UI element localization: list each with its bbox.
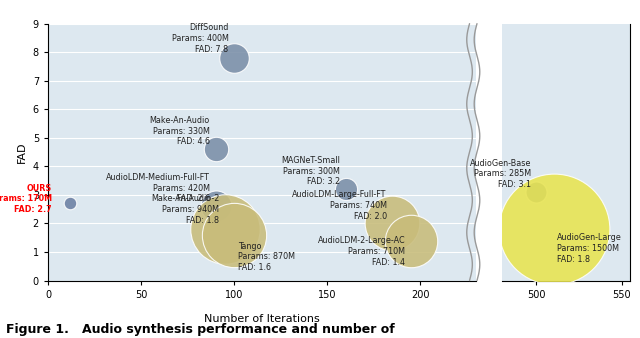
Text: AudioLDM-Large-Full-FT: AudioLDM-Large-Full-FT (292, 190, 387, 199)
Text: Params: 170M: Params: 170M (0, 194, 52, 203)
Text: Params: 870M: Params: 870M (238, 252, 295, 261)
Text: FAD: 3.2: FAD: 3.2 (307, 177, 340, 186)
Text: FAD: 4.6: FAD: 4.6 (177, 137, 210, 146)
Text: FAD: 1.4: FAD: 1.4 (372, 258, 405, 267)
Point (406, 238, 416, 243)
Text: FAD: 3.1: FAD: 3.1 (499, 180, 531, 189)
Y-axis label: FAD: FAD (17, 141, 27, 163)
Text: OURS: OURS (26, 184, 52, 193)
Text: AudioGen-Large: AudioGen-Large (557, 233, 621, 242)
Text: FAD: 2.6: FAD: 2.6 (177, 194, 210, 203)
Text: Params: 940M: Params: 940M (162, 205, 220, 214)
Text: Number of Iterations: Number of Iterations (204, 314, 320, 324)
Text: Make-An-Audio: Make-An-Audio (150, 116, 210, 125)
Text: Params: 420M: Params: 420M (153, 184, 210, 193)
Text: Params: 300M: Params: 300M (284, 167, 340, 175)
Text: DiffSound: DiffSound (189, 23, 228, 32)
Text: AudioGen-Base: AudioGen-Base (470, 159, 531, 168)
Text: FAD: 1.6: FAD: 1.6 (238, 263, 271, 272)
Text: Figure 1.   Audio synthesis performance and number of: Figure 1. Audio synthesis performance an… (6, 323, 395, 336)
Text: FAD: 1.8: FAD: 1.8 (557, 255, 590, 264)
Point (229, 232, 239, 238)
Point (548, 226, 559, 232)
Text: Params: 400M: Params: 400M (172, 34, 228, 43)
Point (531, 189, 541, 195)
Text: FAD: 7.8: FAD: 7.8 (195, 45, 228, 54)
Text: MAGNeT-Small: MAGNeT-Small (282, 156, 340, 165)
Point (387, 221, 397, 226)
Text: Params: 1500M: Params: 1500M (557, 244, 619, 253)
Text: FAD: 1.8: FAD: 1.8 (186, 216, 220, 225)
Text: AudioLDM-Medium-Full-FT: AudioLDM-Medium-Full-FT (106, 173, 210, 182)
Text: Params: 285M: Params: 285M (474, 169, 531, 178)
Text: Params: 740M: Params: 740M (330, 201, 387, 210)
Text: AudioLDM-2-Large-AC: AudioLDM-2-Large-AC (317, 236, 405, 245)
Point (340, 187, 351, 192)
Text: Make-An-Audio-2: Make-An-Audio-2 (151, 194, 220, 203)
Point (211, 147, 221, 152)
Point (211, 203, 221, 209)
Point (220, 226, 230, 232)
Point (65, 201, 76, 206)
Text: Tango: Tango (238, 242, 261, 250)
Text: Params: 710M: Params: 710M (348, 247, 405, 256)
Point (229, 55, 239, 61)
Text: FAD: 2.7: FAD: 2.7 (14, 205, 52, 214)
Text: FAD: 2.0: FAD: 2.0 (354, 212, 387, 221)
Text: Params: 330M: Params: 330M (153, 126, 210, 136)
